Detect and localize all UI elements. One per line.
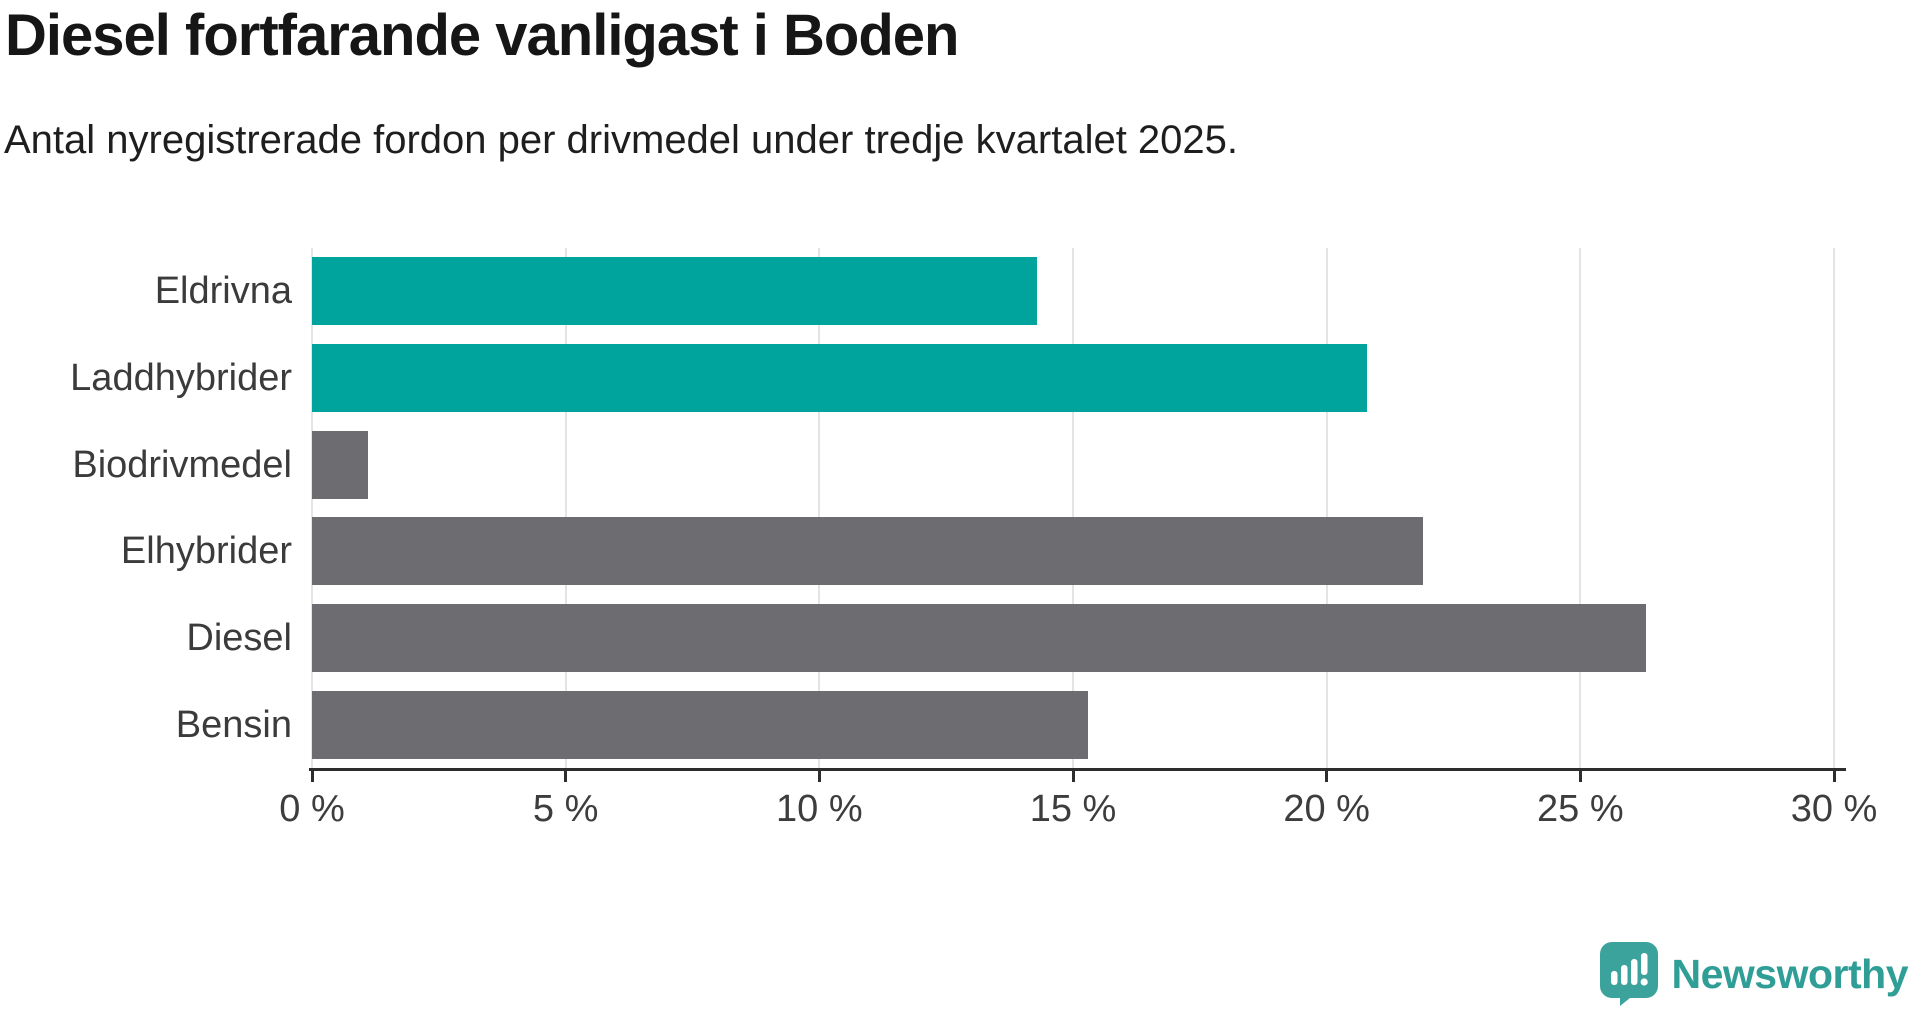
plot-area bbox=[311, 248, 1835, 768]
gridline bbox=[818, 248, 821, 768]
x-tick bbox=[1832, 769, 1836, 782]
x-tick bbox=[310, 769, 314, 782]
bar-eldrivna bbox=[312, 257, 1038, 326]
gridline bbox=[311, 248, 313, 768]
chart-title: Diesel fortfarande vanligast i Boden bbox=[5, 3, 959, 68]
bar-bensin bbox=[312, 690, 1089, 759]
x-tick-label: 20 % bbox=[1283, 788, 1370, 830]
x-axis-line bbox=[309, 768, 1846, 771]
bar-biodrivmedel bbox=[312, 430, 368, 499]
category-axis: Eldrivna Laddhybrider Biodrivmedel Elhybrid… bbox=[0, 248, 292, 768]
x-tick-label: 30 % bbox=[1790, 788, 1878, 830]
x-tick-label: 15 % bbox=[1029, 788, 1117, 830]
category-label: Eldrivna bbox=[154, 270, 292, 313]
bar-elhybrider bbox=[312, 517, 1424, 586]
x-tick bbox=[817, 769, 821, 782]
gridline bbox=[564, 248, 567, 768]
gridline bbox=[1325, 248, 1328, 768]
chart-subtitle: Antal nyregistrerade fordon per drivmede… bbox=[4, 118, 1239, 162]
category-label: Bensin bbox=[175, 703, 292, 746]
bar-laddhybrider bbox=[312, 344, 1368, 412]
x-tick bbox=[1325, 769, 1329, 782]
x-tick-label: 10 % bbox=[776, 788, 863, 830]
newsworthy-logo-icon bbox=[1599, 942, 1658, 1006]
category-label: Biodrivmedel bbox=[72, 443, 292, 486]
x-tick-label: 0 % bbox=[279, 788, 345, 830]
category-label: Diesel bbox=[186, 617, 292, 659]
x-tick-label: 25 % bbox=[1537, 788, 1624, 830]
brand-footer: Newsworthy bbox=[1599, 942, 1909, 1006]
bar-diesel bbox=[312, 604, 1647, 672]
x-tick bbox=[1071, 769, 1075, 782]
x-tick bbox=[564, 769, 568, 782]
gridline bbox=[1072, 248, 1074, 768]
category-label: Laddhybrider bbox=[70, 357, 292, 399]
x-tick bbox=[1578, 769, 1582, 782]
brand-name: Newsworthy bbox=[1671, 950, 1909, 997]
x-tick-label: 5 % bbox=[532, 788, 599, 830]
gridline bbox=[1833, 248, 1835, 768]
category-label: Elhybrider bbox=[120, 530, 292, 573]
gridline bbox=[1579, 248, 1582, 768]
